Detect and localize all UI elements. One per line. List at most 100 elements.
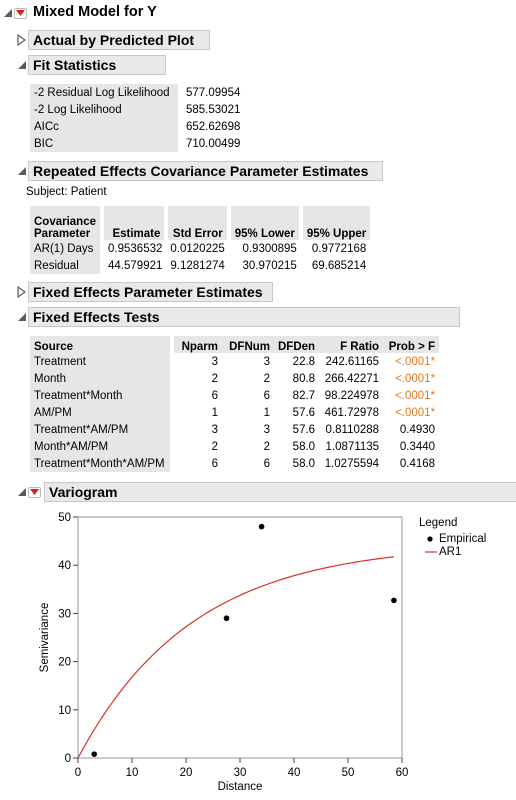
section-title: Fit Statistics	[28, 55, 166, 75]
table-row: -2 Log Likelihood 585.53021	[30, 101, 244, 118]
collapse-triangle-icon[interactable]	[16, 58, 28, 72]
red-triangle-menu-icon[interactable]	[28, 486, 41, 498]
p-value-cell: <.0001*	[395, 355, 436, 368]
table-row: BIC 710.00499	[30, 135, 244, 152]
table-cell: 6	[211, 389, 218, 402]
collapse-triangle-icon[interactable]	[16, 164, 28, 178]
report-title: Mixed Model for Y	[33, 4, 157, 20]
column-header: Std Error	[166, 206, 231, 240]
stat-value: 710.00499	[186, 137, 241, 150]
table-cell: 98.224978	[324, 389, 380, 402]
table-cell: 266.42271	[324, 372, 380, 385]
collapse-triangle-icon[interactable]	[16, 310, 28, 324]
repeated-effects-header[interactable]: Repeated Effects Covariance Parameter Es…	[16, 161, 383, 181]
table-row: Treatment*Month*AM/PM 6 6 58.0 1.0275594 0.41…	[30, 455, 439, 472]
covariance-estimates-table: Covariance Parameter Estimate Std Error 95%…	[30, 206, 371, 274]
subject-label: Subject: Patient	[26, 186, 107, 198]
table-cell: 6	[263, 457, 270, 470]
table-cell: Residual	[30, 257, 105, 274]
fixed-effects-params-header[interactable]: Fixed Effects Parameter Estimates	[16, 282, 273, 302]
section-title: Actual by Predicted Plot	[28, 30, 210, 50]
y-tick-label: 10	[58, 705, 71, 717]
red-triangle-menu-icon[interactable]	[14, 7, 27, 19]
expand-triangle-icon[interactable]	[16, 285, 28, 299]
table-row: -2 Residual Log Likelihood 577.09954	[30, 84, 244, 101]
table-row: Residual 44.579921 9.1281274 30.970215 69.68…	[30, 257, 370, 274]
table-row: Month*AM/PM 2 2 58.0 1.0871135 0.3440	[30, 438, 439, 455]
table-cell: 3	[263, 423, 270, 436]
stat-value: 585.53021	[186, 103, 241, 116]
actual-by-predicted-header[interactable]: Actual by Predicted Plot	[16, 30, 210, 50]
x-tick-label: 60	[396, 767, 409, 779]
column-header: DFDen	[274, 336, 320, 353]
table-cell: 6	[211, 457, 218, 470]
stat-label: BIC	[30, 135, 182, 152]
expand-triangle-icon[interactable]	[16, 33, 28, 47]
p-value-cell: 0.4930	[399, 423, 436, 436]
column-header: Covariance Parameter	[30, 206, 105, 240]
table-cell: 0.9300895	[242, 242, 297, 255]
table-cell: 2	[263, 372, 270, 385]
collapse-triangle-icon[interactable]	[2, 6, 14, 20]
p-value-cell: <.0001*	[395, 372, 436, 385]
table-row: Month 2 2 80.8 266.42271 <.0001*	[30, 370, 439, 387]
table-cell: 58.0	[292, 440, 316, 453]
legend-title: Legend	[419, 517, 458, 529]
legend-label: AR1	[439, 546, 462, 558]
table-cell: Treatment*Month*AM/PM	[30, 455, 174, 472]
fixed-effects-tests-table: Source Nparm DFNum DFDen F Ratio Prob > F Tre…	[30, 336, 440, 472]
section-title: Fixed Effects Parameter Estimates	[28, 282, 273, 302]
stat-label: -2 Log Likelihood	[30, 101, 182, 118]
section-title: Fixed Effects Tests	[28, 307, 460, 327]
table-cell: 461.72978	[324, 406, 380, 419]
variogram-header[interactable]: Variogram	[16, 482, 516, 502]
table-cell: Treatment*AM/PM	[30, 421, 174, 438]
stat-label: -2 Residual Log Likelihood	[30, 84, 182, 101]
table-cell: 30.970215	[242, 259, 297, 272]
data-point-empirical	[223, 615, 230, 622]
table-row: AICc 652.62698	[30, 118, 244, 135]
table-row: AM/PM 1 1 57.6 461.72978 <.0001*	[30, 404, 439, 421]
table-cell: 1.0871135	[325, 440, 380, 453]
table-row: AR(1) Days 0.9536532 0.0120225 0.9300895 0.9…	[30, 240, 370, 257]
collapse-triangle-icon[interactable]	[16, 485, 28, 499]
column-header: Nparm	[172, 336, 222, 353]
table-cell: Month	[30, 370, 174, 387]
stat-value: 652.62698	[186, 120, 241, 133]
y-tick-label: 0	[65, 753, 71, 765]
x-tick-label: 10	[126, 767, 139, 779]
table-row: Treatment*Month 6 6 82.7 98.224978 <.0001*	[30, 387, 439, 404]
column-header: Source	[30, 336, 174, 353]
line-marker-icon	[425, 551, 437, 553]
x-axis-label: Distance	[218, 781, 263, 793]
table-cell: 57.6	[292, 423, 316, 436]
fit-statistics-header[interactable]: Fit Statistics	[16, 55, 166, 75]
y-tick-label: 40	[58, 560, 71, 572]
table-cell: Treatment	[30, 353, 174, 370]
table-cell: 2	[211, 440, 218, 453]
report-header: Mixed Model for Y	[2, 3, 161, 23]
x-tick-label: 40	[288, 767, 301, 779]
y-tick-label: 20	[58, 657, 71, 669]
data-point-empirical	[391, 597, 397, 604]
plot-frame	[77, 516, 403, 759]
variogram-chart: 0 10 20 30 40 50 0 10 20 30 40 50 60 Distance Semivari…	[39, 512, 409, 793]
data-point-empirical	[258, 523, 265, 530]
fixed-effects-tests-header[interactable]: Fixed Effects Tests	[16, 307, 460, 327]
table-cell: 44.579921	[108, 259, 163, 272]
p-value-cell: <.0001*	[395, 389, 436, 402]
p-value-cell: 0.4168	[399, 457, 436, 470]
table-cell: 2	[211, 372, 218, 385]
table-cell: Month*AM/PM	[30, 438, 174, 455]
x-tick-label: 50	[342, 767, 355, 779]
table-cell: AR(1) Days	[30, 240, 105, 257]
stat-label: AICc	[30, 118, 182, 135]
column-header: Estimate	[102, 206, 169, 240]
column-header: F Ratio	[319, 336, 384, 353]
legend-label: Empirical	[439, 533, 487, 545]
table-cell: 69.685214	[311, 259, 367, 272]
table-cell: 2	[263, 440, 270, 453]
x-tick-label: 20	[180, 767, 193, 779]
table-cell: 82.7	[292, 389, 316, 402]
section-title: Repeated Effects Covariance Parameter Es…	[28, 161, 383, 181]
